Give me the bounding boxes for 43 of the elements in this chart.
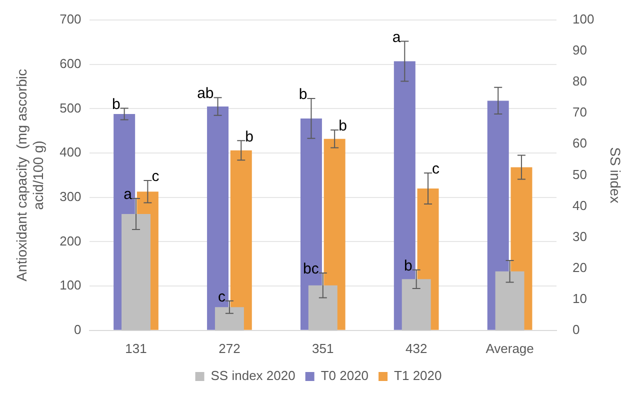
legend-label: SS index 2020 xyxy=(210,368,296,384)
y-tick-label: 500 xyxy=(60,100,82,116)
y2-tick-label: 10 xyxy=(572,290,587,306)
data-label: c xyxy=(218,288,226,306)
data-label: b xyxy=(404,258,412,275)
data-label: b xyxy=(245,128,254,146)
legend-label: T1 2020 xyxy=(394,368,442,384)
x-tick-label: 351 xyxy=(312,340,334,356)
y2-tick-label: 0 xyxy=(572,322,580,337)
data-label: ab xyxy=(197,85,214,102)
data-label: b xyxy=(298,86,308,104)
x-tick-label: 272 xyxy=(218,340,240,356)
data-label: c xyxy=(152,168,160,186)
data-label: bc xyxy=(303,260,320,278)
y2-tick-label: 30 xyxy=(572,228,587,244)
y2-tick-label: 100 xyxy=(572,12,594,27)
y-tick-label: 300 xyxy=(60,188,82,204)
data-label: b xyxy=(338,118,347,135)
legend-label: T0 2020 xyxy=(320,368,369,384)
y-axis-title: Antioxidant capacity (mg ascorbic acid/100 g) xyxy=(13,68,46,282)
bar xyxy=(308,285,338,330)
y-tick-label: 200 xyxy=(60,233,82,248)
y-tick-label: 600 xyxy=(60,56,82,71)
data-label: c xyxy=(432,160,440,178)
y-tick-label: 100 xyxy=(60,278,82,293)
y-tick-label: 700 xyxy=(60,12,82,27)
y2-tick-label: 70 xyxy=(572,104,587,120)
data-label: a xyxy=(124,186,133,204)
y-tick-label: 0 xyxy=(74,322,82,337)
x-tick-label: 131 xyxy=(125,340,147,356)
y-tick-label: 400 xyxy=(60,144,82,160)
y2-tick-label: 50 xyxy=(572,166,587,182)
y2-axis-title: SS index xyxy=(608,147,624,204)
y2-tick-label: 80 xyxy=(572,74,587,89)
x-tick-label: Average xyxy=(486,340,534,356)
y2-tick-label: 40 xyxy=(572,198,587,213)
x-tick-label: 432 xyxy=(405,340,428,356)
y2-tick-label: 20 xyxy=(572,260,587,275)
data-label: b xyxy=(112,96,120,113)
bar xyxy=(214,307,244,330)
data-label: a xyxy=(392,28,402,46)
y2-tick-label: 90 xyxy=(572,42,587,58)
y2-tick-label: 60 xyxy=(572,136,587,151)
